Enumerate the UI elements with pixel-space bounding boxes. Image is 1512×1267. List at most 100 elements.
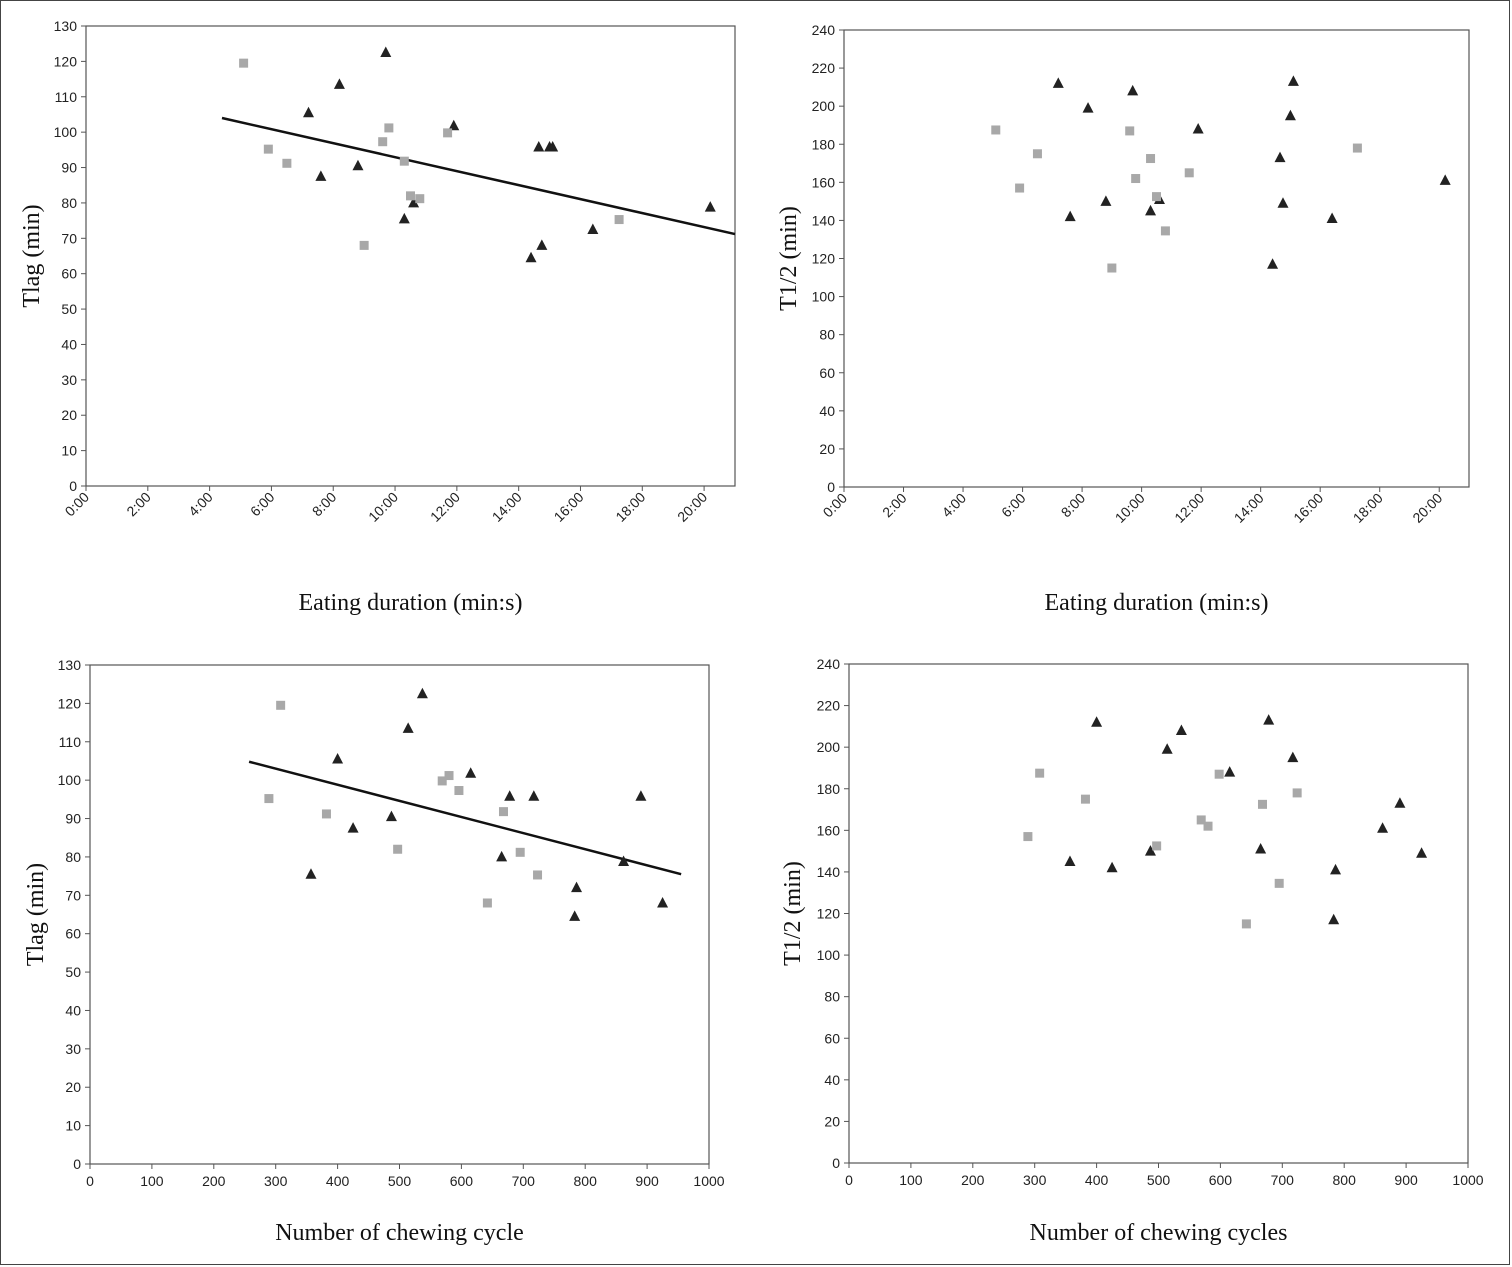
triangle-point: [465, 767, 477, 778]
y-tick-label: 20: [61, 407, 77, 423]
x-tick-label: 200: [202, 1173, 226, 1189]
triangle-point: [1416, 847, 1428, 858]
triangle-point: [1326, 212, 1338, 224]
y-tick-label: 50: [65, 964, 81, 980]
y-tick-label: 90: [65, 811, 81, 827]
triangle-point: [408, 196, 420, 208]
square-point: [444, 771, 454, 781]
y-axis-title: T1/2 (min): [780, 861, 806, 966]
y-axis-title: Tlag (min): [19, 204, 45, 307]
triangle-point: [635, 790, 647, 801]
triangle-point: [496, 850, 508, 862]
y-tick-label: 180: [812, 136, 836, 152]
chart-t-half-chewing: 0 20 40 60 80 100 120 140 160 180 200 220 240 0 100 200…: [780, 656, 1484, 1246]
x-tick-label: 8:00: [309, 489, 340, 520]
triangle-point: [347, 822, 359, 833]
x-tick-label: 400: [1085, 1172, 1109, 1188]
triangle-point: [1224, 766, 1236, 777]
y-tick-label: 110: [59, 734, 82, 750]
triangle-point: [385, 810, 397, 822]
triangle-point: [1106, 861, 1118, 873]
y-tick-label: 200: [817, 739, 841, 755]
y-tick-label: 90: [61, 160, 77, 176]
x-tick-label: 100: [140, 1173, 164, 1189]
square-point: [1146, 154, 1156, 164]
x-axis-title: Eating duration (min:s): [299, 590, 523, 616]
y-tick-label: 0: [73, 1156, 81, 1172]
triangle-point: [303, 106, 315, 118]
triangle-point: [1091, 716, 1103, 727]
triangle-point: [536, 239, 548, 250]
square-point: [1152, 192, 1161, 202]
y-tick-label: 0: [69, 478, 77, 494]
y-tick-label: 70: [65, 887, 81, 903]
triangle-point: [1064, 210, 1076, 222]
square-point: [406, 191, 415, 201]
square-point: [1274, 878, 1284, 888]
x-axis-title: Number of chewing cycle: [275, 1220, 524, 1246]
y-tick-label: 220: [812, 60, 836, 76]
y-tick-label: 20: [819, 441, 835, 457]
y-tick-label: 120: [817, 906, 841, 922]
chart-t-half-duration: 0 20 40 60 80 100 120 140 160 180 200 220 240 0:00 2:0…: [776, 22, 1470, 616]
y-tick-label: 60: [65, 926, 81, 942]
triangle-point: [315, 170, 327, 181]
square-point: [378, 137, 388, 147]
x-tick-label: 16:00: [1290, 490, 1326, 526]
y-tick-label: 160: [817, 822, 841, 838]
x-tick-label: 700: [1271, 1172, 1295, 1188]
triangle-point: [332, 753, 344, 764]
triangle-point: [1377, 822, 1389, 833]
triangle-point: [1394, 797, 1406, 808]
triangle-point: [416, 687, 428, 699]
square-point: [321, 809, 331, 819]
triangle-point: [398, 212, 410, 224]
triangle-point: [533, 141, 545, 152]
x-tick-label: 16:00: [551, 489, 587, 525]
x-tick-label: 12:00: [427, 489, 463, 525]
square-point: [359, 240, 369, 250]
triangle-point: [1255, 843, 1267, 854]
chart-tlag-chewing: 0 10 20 30 40 50 60 70 80 90 100 110 120 130 0 100 200 30…: [23, 657, 725, 1246]
x-tick-label: 0:00: [820, 490, 851, 521]
x-tick-label: 18:00: [612, 489, 648, 525]
triangle-point: [448, 119, 460, 131]
y-tick-label: 20: [824, 1113, 840, 1129]
square-point: [1214, 769, 1224, 779]
triangle-point: [1127, 84, 1139, 96]
y-tick-label: 60: [819, 365, 835, 381]
y-tick-label: 60: [824, 1030, 840, 1046]
trend-line: [248, 760, 682, 876]
x-tick-label: 14:00: [489, 489, 525, 525]
x-tick-label: 6:00: [998, 490, 1029, 521]
square-point: [533, 870, 543, 880]
y-tick-label: 110: [55, 89, 78, 105]
y-tick-label: 30: [65, 1041, 81, 1057]
x-axis-title: Number of chewing cycles: [1030, 1220, 1288, 1246]
square-point: [384, 123, 394, 133]
triangle-point: [571, 881, 583, 893]
square-point: [282, 158, 292, 168]
triangle-point: [569, 910, 581, 921]
square-point: [276, 700, 286, 710]
plot-area: [85, 25, 736, 487]
y-tick-label: 220: [817, 698, 841, 714]
y-tick-label: 130: [54, 18, 78, 34]
triangle-point: [1145, 204, 1157, 216]
triangle-point: [1287, 75, 1299, 86]
square-point: [415, 194, 425, 204]
y-tick-label: 140: [812, 212, 836, 228]
square-point: [1023, 832, 1033, 842]
y-tick-label: 120: [812, 251, 836, 267]
square-point: [263, 144, 273, 154]
plot-area: [843, 29, 1470, 488]
triangle-point: [402, 722, 414, 733]
y-tick-label: 0: [832, 1155, 840, 1171]
y-tick-label: 100: [58, 772, 82, 788]
y-tick-label: 10: [61, 443, 77, 459]
y-tick-label: 130: [58, 657, 82, 673]
square-point: [437, 776, 447, 786]
square-point: [1032, 149, 1042, 159]
y-tick-label: 0: [827, 479, 835, 495]
trend-line: [221, 116, 736, 236]
